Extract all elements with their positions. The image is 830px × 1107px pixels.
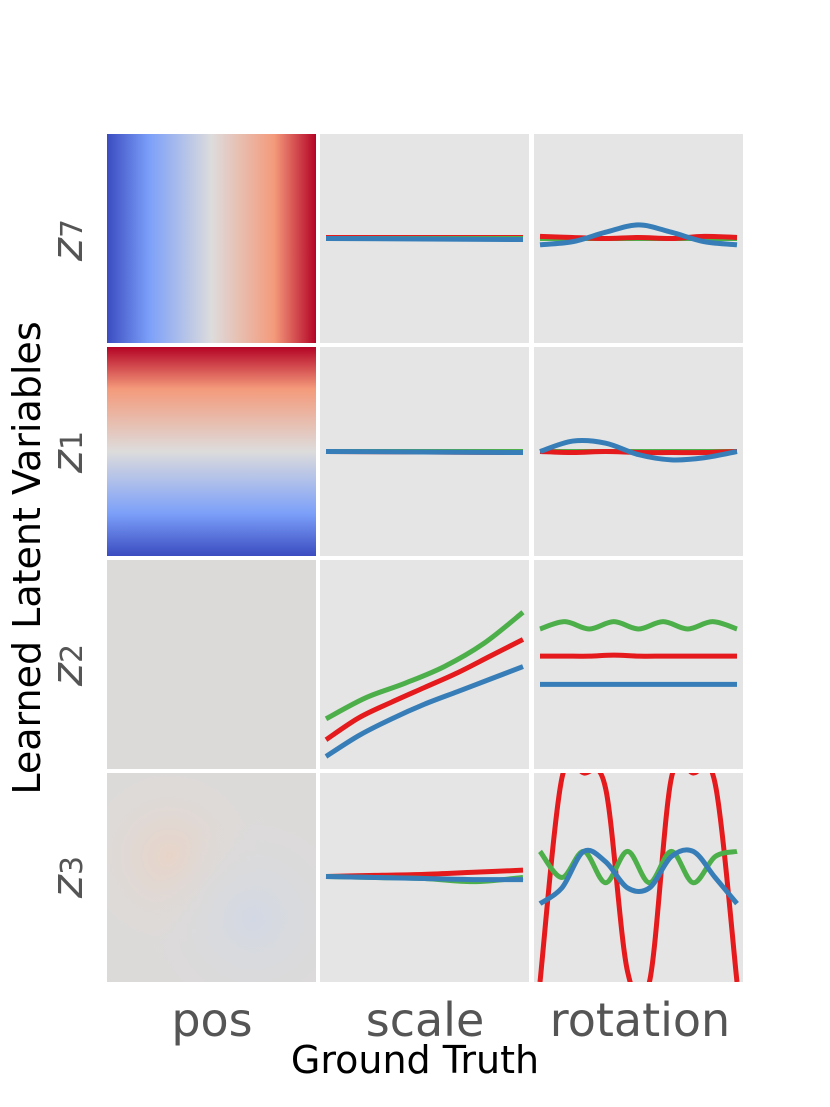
panel-r0-rotation-lines [539, 222, 738, 248]
panel-r1-rotation-series-blue [539, 437, 738, 463]
label-layer: pos scale rotation Ground Truth Learned … [5, 219, 730, 1082]
x-axis-title: Ground Truth [291, 1038, 539, 1082]
panel-r0-rotation-series-blue [539, 222, 738, 248]
panel-r0-scale-lines [325, 234, 524, 243]
row-label-z3-var: z [42, 874, 93, 899]
row-label-z1-var: z [42, 449, 93, 474]
row-label-z7-subscript: 7 [55, 219, 90, 238]
panel-r2-scale-background [320, 560, 529, 769]
row-label-z3-subscript: 3 [55, 856, 90, 875]
panel-r0-scale-series-blue [325, 236, 524, 243]
panel-r1-rotation-lines [539, 437, 738, 463]
row-label-z1: z1 [42, 431, 93, 474]
panel-r3-pos-heatmap-cool-patch [107, 773, 316, 982]
panel-r3-scale-series-blue [325, 873, 524, 883]
panel-r2-rotation-lines [539, 619, 738, 687]
column-label-pos: pos [171, 993, 252, 1047]
panel-r1-scale-lines [325, 449, 524, 456]
panel-r0-rotation-series-red [539, 233, 738, 242]
panel-r2-scale-series-red [324, 637, 525, 742]
column-label-scale: scale [366, 993, 485, 1047]
row-label-z2-var: z [42, 662, 93, 687]
panel-r2-scale-series-blue [324, 664, 524, 759]
panel-r2-scale-lines [324, 610, 525, 759]
y-axis-title: Learned Latent Variables [5, 321, 49, 794]
panel-r2-rotation-background [534, 560, 743, 769]
column-label-rotation: rotation [550, 993, 730, 1047]
panel-r2-rotation-series-red [540, 652, 737, 659]
panel-r1-scale-series-blue [325, 449, 524, 456]
panel-r2-scale-series-green [324, 610, 525, 722]
panel-r3-rotation-series-blue [538, 847, 739, 906]
row-label-z1-subscript: 1 [55, 431, 90, 450]
panel-r2-rotation-series-green [539, 619, 738, 632]
row-label-z2-subscript: 2 [55, 644, 90, 663]
panel-r1-pos-heatmap [107, 347, 316, 556]
panel-r3-rotation-lines [537, 773, 740, 982]
row-label-z7: z7 [42, 219, 93, 262]
row-label-z7-var: z [42, 237, 93, 262]
panel-r2-pos-heatmap [107, 560, 316, 769]
panel-r3-scale-lines [325, 867, 524, 885]
row-label-z2: z2 [42, 644, 93, 687]
row-label-z3: z3 [42, 856, 93, 899]
panel-r0-pos-heatmap [107, 134, 316, 343]
panel-grid [107, 134, 743, 982]
